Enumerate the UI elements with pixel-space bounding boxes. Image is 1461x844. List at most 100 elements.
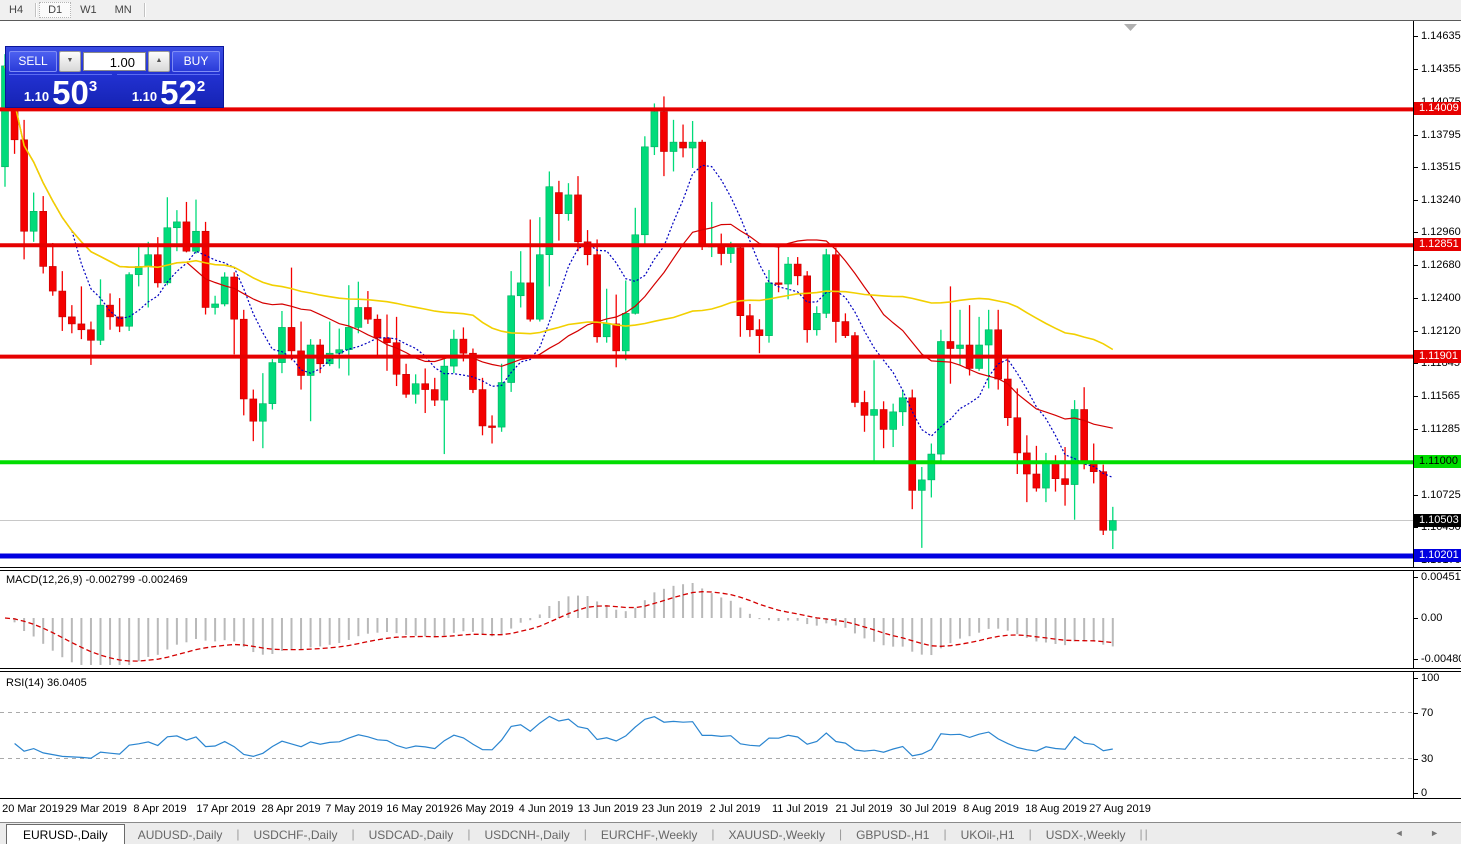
tab-separator: | <box>467 827 471 841</box>
date-label: 7 May 2019 <box>325 803 383 815</box>
tab-separator: | <box>1139 827 1143 841</box>
timeframe-w1-button[interactable]: W1 <box>80 4 97 16</box>
date-label: 20 Mar 2019 <box>2 803 64 815</box>
chart-tab-usdchf-daily[interactable]: USDCHF-,Daily <box>253 828 338 842</box>
sell-price-pips: 50 <box>52 74 89 111</box>
price-tick: 1.12400 <box>1414 292 1461 304</box>
date-label: 2 Jul 2019 <box>709 803 761 815</box>
price-tick: 1.12680 <box>1414 259 1461 271</box>
date-label: 11 Jul 2019 <box>771 803 829 815</box>
sell-price-figure: 1.10 <box>23 89 50 104</box>
date-label: 27 Aug 2019 <box>1089 803 1151 815</box>
price-level-tag: 1.11901 <box>1414 349 1461 363</box>
date-label: 28 Apr 2019 <box>261 803 321 815</box>
tab-separator: | <box>943 827 947 841</box>
macd-axis-tick: -0.004806 <box>1414 653 1461 665</box>
price-tick: 1.10725 <box>1414 489 1461 501</box>
date-label: 8 Apr 2019 <box>133 803 187 815</box>
volume-up-stepper[interactable]: ▲ <box>148 50 170 72</box>
toolbar-separator <box>143 3 145 17</box>
rsi-axis-tick: 100 <box>1414 672 1439 684</box>
panel-separator[interactable] <box>0 668 1461 672</box>
chart-tab-xauusd-weekly[interactable]: XAUUSD-,Weekly <box>728 828 825 842</box>
panel-separator[interactable] <box>0 567 1461 571</box>
price-tick: 1.13795 <box>1414 129 1461 141</box>
price-tick: 1.12120 <box>1414 325 1461 337</box>
chart-tab-eurchf-weekly[interactable]: EURCHF-,Weekly <box>600 828 698 842</box>
tab-separator: | <box>838 827 843 841</box>
toolbar-separator <box>35 3 37 17</box>
price-tick: 1.11285 <box>1414 423 1460 435</box>
chart-tab-ukoil-h1[interactable]: UKOil-,H1 <box>960 828 1015 842</box>
macd-axis-tick: 0.004517 <box>1414 571 1461 583</box>
sell-price-display[interactable]: 1.10 50 3 <box>9 74 112 110</box>
chart-tab-bar: ◄ ► EURUSD-,Daily AUDUSD-,Daily | USDCHF-,D… <box>0 822 1461 844</box>
rsi-chart[interactable] <box>0 672 1413 798</box>
sell-button[interactable]: SELL <box>9 50 57 72</box>
tab-separator: | <box>583 827 587 841</box>
volume-down-stepper[interactable]: ▼ <box>59 50 81 72</box>
rsi-axis: 100 70 30 0 <box>1413 672 1461 799</box>
price-level-tag: 1.10201 <box>1414 548 1461 562</box>
price-tick: 1.12960 <box>1414 226 1461 238</box>
tab-separator: | <box>711 827 715 841</box>
chart-tab-gbpusd-h1[interactable]: GBPUSD-,H1 <box>856 828 930 842</box>
date-label: 23 Jun 2019 <box>641 803 703 815</box>
chart-tab-eurusd-daily[interactable]: EURUSD-,Daily <box>6 824 125 844</box>
macd-axis: 0.004517 0.00 -0.004806 <box>1413 571 1461 668</box>
tab-separator: | <box>351 827 355 841</box>
date-label: 4 Jun 2019 <box>518 803 574 815</box>
price-tick: 1.13240 <box>1414 194 1461 206</box>
volume-input[interactable]: 1.00 <box>83 51 146 71</box>
chart-window: ▲ EURUSD-,Daily 1.10582 1.10592 1.10490 … <box>0 20 1461 823</box>
tab-separator: | <box>236 827 240 841</box>
date-axis: 20 Mar 2019 29 Mar 2019 8 Apr 2019 17 Apr 2… <box>0 800 1413 822</box>
rsi-axis-tick: 0 <box>1414 787 1427 799</box>
main-candle-chart[interactable] <box>0 21 1413 567</box>
date-label: 17 Apr 2019 <box>196 803 256 815</box>
price-tick: 1.11565 <box>1414 390 1460 402</box>
date-label: 26 May 2019 <box>450 803 514 815</box>
buy-price-point: 2 <box>196 78 206 95</box>
buy-price-figure: 1.10 <box>131 89 158 104</box>
chart-tab-usdcnh-daily[interactable]: USDCNH-,Daily <box>484 828 570 842</box>
one-click-trade-panel: SELL ▼ 1.00 ▲ BUY 1.10 50 3 1.10 52 2 <box>5 46 224 110</box>
price-level-tag: 1.14009 <box>1414 102 1461 116</box>
date-label: 13 Jun 2019 <box>577 803 639 815</box>
macd-chart[interactable] <box>0 571 1413 668</box>
price-tick: 1.13515 <box>1414 161 1461 173</box>
timeframe-toolbar: H4 D1 W1 MN <box>0 0 1461 21</box>
tab-scroll-arrows[interactable]: ◄ ► <box>1394 828 1451 838</box>
price-axis: 1.146351.143551.140751.137951.135151.132… <box>1413 21 1461 567</box>
date-label: 29 Mar 2019 <box>65 803 127 815</box>
date-label: 16 May 2019 <box>386 803 450 815</box>
buy-price-display[interactable]: 1.10 52 2 <box>117 74 220 110</box>
price-level-tag: 1.12851 <box>1414 238 1461 252</box>
rsi-axis-tick: 30 <box>1414 753 1433 765</box>
timeframe-d1-button[interactable]: D1 <box>39 2 72 18</box>
price-tick: 1.14355 <box>1414 63 1461 75</box>
date-label: 30 Jul 2019 <box>899 803 957 815</box>
timeframe-h4-button[interactable]: H4 <box>9 4 24 16</box>
price-tick: 1.14635 <box>1414 30 1461 42</box>
date-label: 18 Aug 2019 <box>1025 803 1087 815</box>
macd-axis-tick: 0.00 <box>1414 612 1442 624</box>
timeframe-mn-button[interactable]: MN <box>114 4 132 16</box>
chart-tab-usdcad-daily[interactable]: USDCAD-,Daily <box>368 828 454 842</box>
sell-price-point: 3 <box>88 78 98 95</box>
axis-border <box>0 798 1461 799</box>
chart-tab-audusd-daily[interactable]: AUDUSD-,Daily <box>137 828 223 842</box>
price-level-tag: 1.11000 <box>1414 455 1461 469</box>
buy-button[interactable]: BUY <box>172 50 220 72</box>
tab-separator: | <box>1028 827 1032 841</box>
date-label: 8 Aug 2019 <box>963 803 1019 815</box>
macd-label: MACD(12,26,9) -0.002799 -0.002469 <box>6 574 188 586</box>
rsi-label: RSI(14) 36.0405 <box>6 677 87 689</box>
price-level-tag: 1.10503 <box>1414 513 1461 527</box>
rsi-axis-tick: 70 <box>1414 707 1433 719</box>
tab-separator: | <box>1144 827 1148 841</box>
chart-tab-usdx-weekly[interactable]: USDX-,Weekly <box>1045 828 1126 842</box>
date-label: 21 Jul 2019 <box>835 803 893 815</box>
buy-price-pips: 52 <box>160 74 197 111</box>
